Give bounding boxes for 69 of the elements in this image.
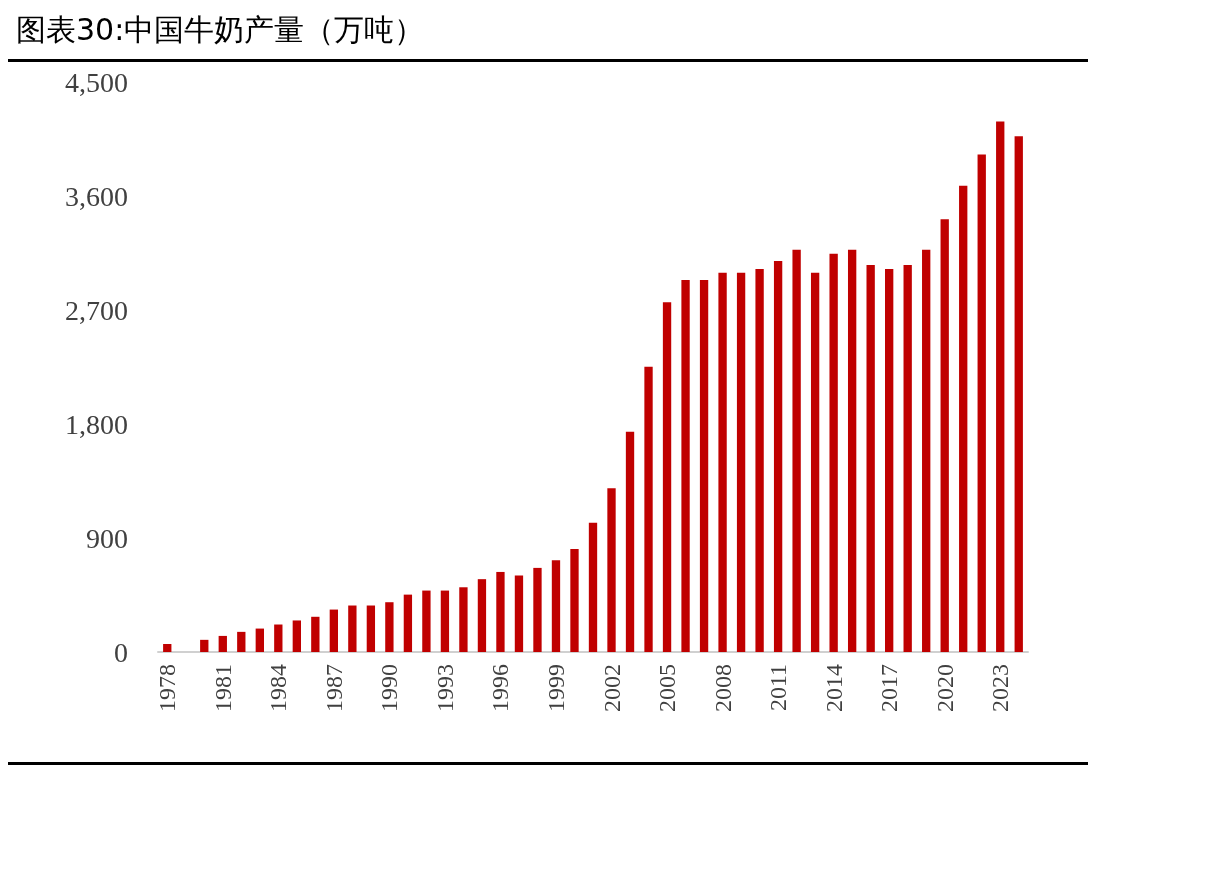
- x-tick-label: 1987: [320, 664, 347, 712]
- x-tick-label: 2002: [598, 664, 625, 712]
- x-tick-label: 1990: [376, 664, 403, 712]
- bar: [792, 249, 801, 652]
- x-tick-label: 1993: [431, 664, 458, 712]
- bar: [459, 587, 468, 652]
- bar: [218, 635, 227, 652]
- x-tick-label: 1984: [265, 664, 292, 712]
- bar: [959, 185, 968, 652]
- y-tick-label: 1,800: [65, 408, 128, 440]
- y-tick-label: 3,600: [65, 180, 128, 212]
- bar: [940, 219, 949, 652]
- bar: [662, 302, 672, 652]
- x-tick-label: 2017: [876, 664, 903, 712]
- bar: [718, 272, 727, 652]
- x-tick-label: 2023: [987, 664, 1014, 712]
- bar: [255, 628, 264, 652]
- bar: [1014, 136, 1023, 652]
- bar: [755, 269, 764, 652]
- bar: [496, 571, 505, 652]
- bar: [551, 560, 561, 652]
- bar: [237, 631, 246, 652]
- bar: [274, 624, 283, 652]
- x-tick-label: 1999: [542, 664, 569, 712]
- x-tick-label: 1981: [209, 664, 236, 712]
- bar: [422, 590, 431, 652]
- bar: [385, 602, 394, 652]
- bar: [348, 605, 357, 652]
- bar: [440, 590, 450, 652]
- bar: [588, 522, 598, 652]
- x-tick-label: 2014: [820, 664, 847, 712]
- bar: [163, 644, 172, 652]
- bar: [329, 609, 339, 652]
- y-tick-label: 900: [86, 522, 128, 554]
- bar: [607, 488, 616, 652]
- y-tick-label: 2,700: [65, 294, 128, 326]
- x-tick-label: 1978: [154, 664, 181, 712]
- y-tick-label: 0: [114, 636, 128, 668]
- y-tick-label: 4,500: [65, 66, 128, 98]
- bar: [570, 548, 579, 652]
- chart-title: 图表30:中国牛奶产量（万吨）: [8, 8, 1088, 62]
- bar: [736, 272, 746, 652]
- bar: [847, 249, 857, 652]
- bar: [200, 639, 209, 652]
- bar: [996, 121, 1005, 652]
- bar: [514, 575, 524, 652]
- x-tick-label: 2005: [654, 664, 681, 712]
- bar: [366, 605, 376, 652]
- bar: [644, 366, 653, 652]
- bar: [810, 272, 820, 652]
- bar: [885, 269, 894, 652]
- bar: [977, 154, 986, 652]
- bar: [773, 260, 783, 652]
- bar: [533, 567, 542, 652]
- bar: [311, 616, 320, 652]
- x-tick-label: 1996: [487, 664, 514, 712]
- bar: [903, 265, 912, 652]
- bar: [922, 249, 931, 652]
- bar: [829, 253, 838, 652]
- bar: [866, 265, 875, 652]
- bar: [681, 279, 690, 652]
- x-tick-label: 2020: [931, 664, 958, 712]
- bar: [403, 594, 413, 652]
- x-tick-label: 2011: [765, 664, 792, 712]
- bar: [477, 579, 487, 652]
- x-tick-label: 2008: [709, 664, 736, 712]
- bar: [699, 279, 709, 652]
- bar: [292, 620, 301, 652]
- bar: [625, 431, 635, 652]
